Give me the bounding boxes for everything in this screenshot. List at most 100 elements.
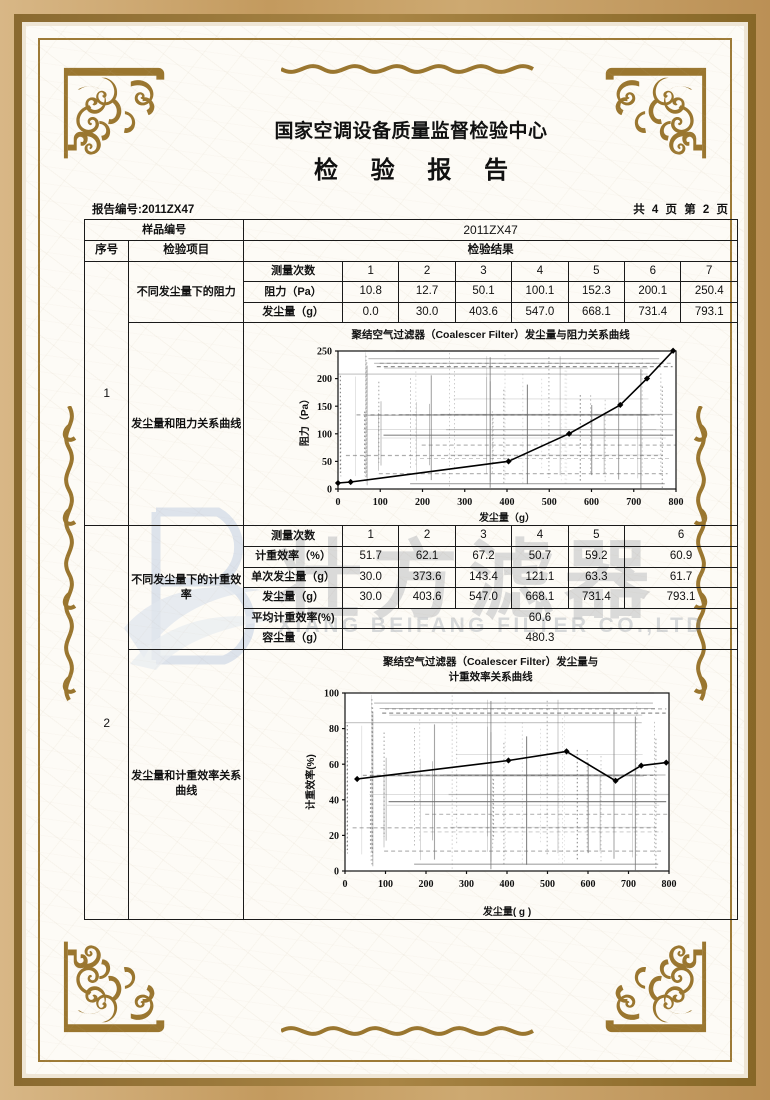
cell-dust: 547.0: [454, 587, 513, 609]
cell-count: 1: [341, 260, 400, 283]
cell-count: 2: [398, 525, 456, 547]
svg-text:50: 50: [322, 457, 332, 468]
cell-dust: 403.6: [398, 587, 456, 609]
row-index-2: 2: [83, 525, 130, 920]
bottom-ornament-icon: [281, 1018, 541, 1044]
svg-text:800: 800: [668, 497, 683, 508]
report-table: 样品编号 2011ZX47 序号 检验项目 检验结果 1 不同发尘量下的阻力 测…: [83, 218, 739, 921]
cell-single-dust: 143.4: [454, 566, 513, 589]
table-row: 发尘量和阻力关系曲线 聚结空气过滤器（Coalescer Filter）发尘量与…: [85, 322, 738, 527]
row-label-efficiency: 计重效率（%）: [243, 545, 343, 568]
cell-single-dust: 373.6: [398, 566, 456, 589]
page-title: 检 验 报 告: [313, 157, 521, 184]
cell-single-dust: 30.0: [341, 566, 400, 589]
organization-title: 国家空调设备质量监督检验中心: [274, 121, 548, 142]
svg-text:200: 200: [317, 375, 332, 386]
svg-text:600: 600: [584, 497, 599, 508]
cell-resistance: 200.1: [624, 281, 682, 303]
table-row: 发尘量（g） 30.0 403.6 547.0 668.1 731.4 793.…: [85, 587, 738, 609]
sample-number-label: 样品编号: [83, 218, 245, 242]
svg-text:500: 500: [540, 879, 555, 890]
svg-text:250: 250: [317, 347, 332, 358]
chart-title-2: 聚结空气过滤器（Coalescer Filter）发尘量与 计重效率关系曲线: [245, 655, 736, 685]
table-row: 发尘量和计重效率关系曲线 聚结空气过滤器（Coalescer Filter）发尘…: [85, 648, 738, 921]
svg-text:100: 100: [317, 430, 332, 441]
col-header-result: 检验结果: [243, 240, 738, 262]
svg-text:300: 300: [459, 879, 474, 890]
svg-text:80: 80: [329, 724, 339, 735]
svg-text:300: 300: [457, 497, 472, 508]
chart-efficiency: 聚结空气过滤器（Coalescer Filter）发尘量与 计重效率关系曲线 0…: [245, 655, 736, 917]
svg-text:0: 0: [327, 485, 332, 496]
svg-text:发尘量( g ): 发尘量( g ): [481, 905, 530, 917]
cell-single-dust: 61.7: [624, 566, 738, 589]
svg-text:100: 100: [324, 689, 339, 700]
cell-single-dust: 121.1: [511, 566, 569, 589]
table-row: 计重效率（%） 51.7 62.1 67.2 50.7 59.2 60.9: [85, 545, 738, 568]
cell-resistance: 50.1: [454, 281, 513, 303]
row-label-resistance: 阻力（Pa）: [243, 281, 343, 303]
row-label-single-dust: 单次发尘量（g）: [243, 566, 343, 589]
cell-dust: 793.1: [680, 301, 738, 324]
cell-dust: 731.4: [567, 587, 626, 609]
side-ornament-icon: [56, 406, 82, 706]
row-label-dust: 发尘量（g）: [243, 301, 343, 324]
table-row: 容尘量（g） 480.3: [85, 628, 739, 650]
cell-count: 1: [341, 525, 400, 547]
svg-text:0: 0: [342, 879, 347, 890]
sample-number-value: 2011ZX47: [243, 218, 738, 242]
svg-text:500: 500: [541, 497, 556, 508]
cell-resistance: 152.3: [567, 281, 626, 303]
item-label-curve-2: 发尘量和计重效率关系曲线: [128, 648, 245, 921]
row-index-1: 1: [83, 260, 130, 527]
table-row: 单次发尘量（g） 30.0 373.6 143.4 121.1 63.3 61.…: [85, 566, 738, 589]
cell-count: 3: [454, 525, 513, 547]
svg-text:60: 60: [329, 760, 339, 771]
svg-text:阻力（Pa）: 阻力（Pa）: [298, 394, 311, 446]
cell-count: 3: [454, 260, 513, 283]
cell-count: 5: [567, 525, 626, 547]
svg-text:200: 200: [415, 497, 430, 508]
cell-efficiency: 67.2: [454, 545, 513, 568]
table-row: 发尘量（g） 0.0 30.0 403.6 547.0 668.1 731.4 …: [85, 301, 738, 324]
col-header-seq: 序号: [83, 240, 130, 262]
cell-resistance: 12.7: [398, 281, 456, 303]
cell-dust: 0.0: [341, 301, 400, 324]
svg-text:700: 700: [621, 879, 636, 890]
cell-resistance: 10.8: [341, 281, 400, 303]
cell-dust: 30.0: [398, 301, 456, 324]
page-number: 共 4 页 第 2 页: [633, 204, 730, 216]
svg-text:150: 150: [317, 402, 332, 413]
corner-ornament-icon: [592, 922, 710, 1040]
row-label-capacity: 容尘量（g）: [243, 628, 343, 650]
item-label-curve-1: 发尘量和阻力关系曲线: [128, 322, 245, 527]
chart-cell-1: 聚结空气过滤器（Coalescer Filter）发尘量与阻力关系曲线 0 50 1…: [243, 322, 738, 527]
svg-text:发尘量（g）: 发尘量（g）: [478, 511, 535, 523]
svg-text:700: 700: [626, 497, 641, 508]
chart-title-2-line2: 计重效率关系曲线: [448, 670, 533, 683]
svg-text:800: 800: [661, 879, 676, 890]
svg-text:40: 40: [329, 795, 339, 806]
cell-resistance: 250.4: [680, 281, 738, 303]
cell-efficiency: 50.7: [511, 545, 569, 568]
table-row: 阻力（Pa） 10.8 12.7 50.1 100.1 152.3 200.1 …: [85, 281, 738, 303]
row-label-avg-efficiency: 平均计重效率(%): [243, 607, 343, 630]
cell-count: 2: [398, 260, 456, 283]
cell-capacity: 480.3: [341, 628, 739, 650]
cell-dust: 668.1: [567, 301, 626, 324]
cell-count: 6: [624, 260, 682, 283]
table-row: 2 不同发尘量下的计重效率 测量次数 1 2 3 4 5 6: [83, 525, 738, 920]
chart-title-2-line1: 聚结空气过滤器（Coalescer Filter）发尘量与: [382, 655, 599, 668]
svg-text:计重效率(%): 计重效率(%): [304, 754, 317, 810]
svg-text:400: 400: [499, 879, 514, 890]
cell-dust: 30.0: [341, 587, 400, 609]
table-row: 1 不同发尘量下的阻力 测量次数 1 2 3 4 5 6 7: [83, 260, 738, 527]
report-number: 报告编号:2011ZX47: [92, 204, 195, 216]
cell-count: 7: [680, 260, 738, 283]
cell-efficiency: 62.1: [398, 545, 456, 568]
report-content: 国家空调设备质量监督检验中心 检 验 报 告 报告编号:2011ZX47 共 4…: [83, 88, 739, 921]
cell-dust: 403.6: [454, 301, 513, 324]
svg-text:0: 0: [334, 867, 339, 878]
chart-resistance: 聚结空气过滤器（Coalescer Filter）发尘量与阻力关系曲线 0 50 1…: [245, 328, 736, 523]
